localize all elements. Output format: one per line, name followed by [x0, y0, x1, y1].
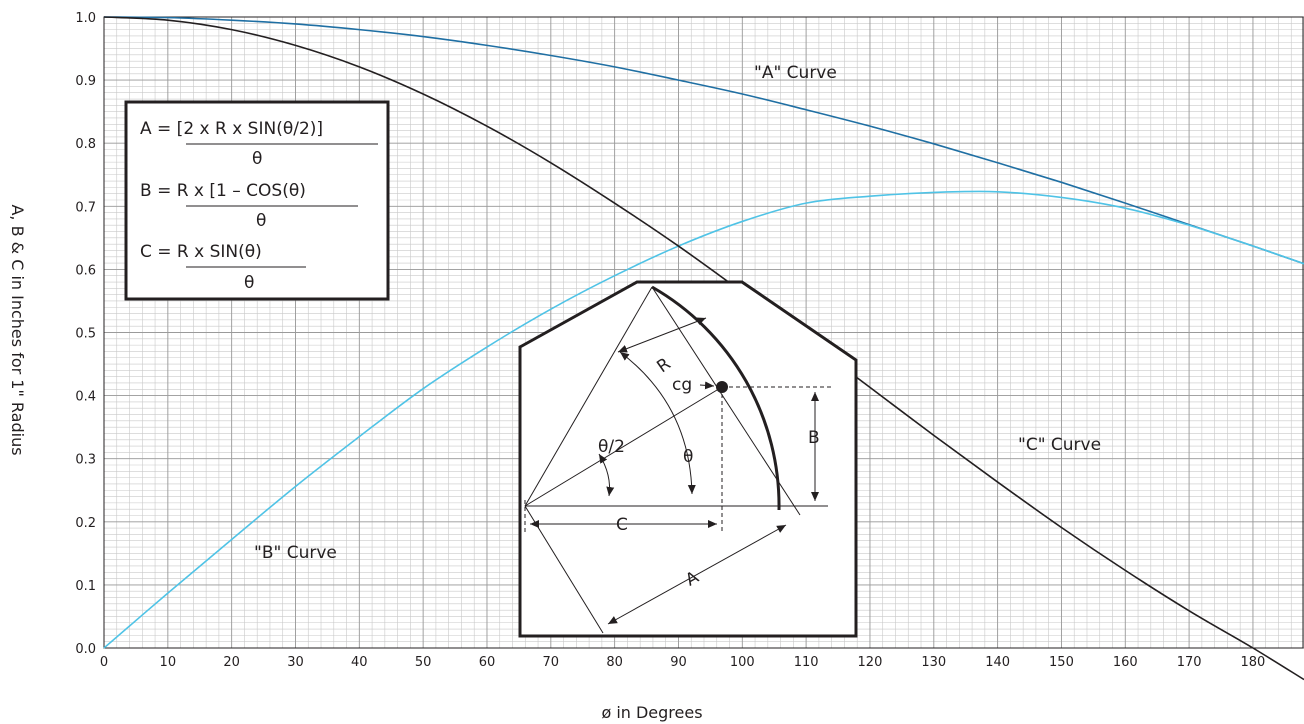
- plot-frame: [103, 16, 1304, 649]
- a-curve-label: "A" Curve: [754, 63, 837, 83]
- x-tick-label: 80: [606, 655, 623, 670]
- x-tick-label: 180: [1241, 655, 1266, 670]
- y-axis-label: A, B & C in Inches for 1" Radius: [8, 204, 27, 455]
- formula-b-numerator: B = R x [1 – COS(θ): [140, 181, 306, 201]
- y-tick-label: 0.8: [75, 137, 96, 152]
- y-tick-label: 0.5: [75, 327, 96, 342]
- y-tick-label: 0.4: [75, 390, 96, 405]
- diagram-label-b: B: [808, 428, 820, 448]
- y-tick-label: 0.3: [75, 453, 96, 468]
- x-tick-label: 20: [223, 655, 240, 670]
- x-tick-label: 50: [415, 655, 432, 670]
- diagram-label-cg: cg: [672, 375, 692, 395]
- x-axis-label: ø in Degrees: [601, 703, 702, 722]
- x-tick-label: 40: [351, 655, 368, 670]
- y-tick-label: 0.2: [75, 516, 96, 531]
- x-tick-label: 130: [921, 655, 946, 670]
- x-tick-label: 110: [794, 655, 819, 670]
- x-tick-label: 70: [543, 655, 560, 670]
- centroid-diagram: R cg θ θ/2 B C A: [518, 280, 858, 638]
- x-tick-label: 160: [1113, 655, 1138, 670]
- formula-box: A = [2 x R x SIN(θ/2)] θ B = R x [1 – CO…: [124, 100, 390, 301]
- x-tick-label: 60: [479, 655, 496, 670]
- y-tick-label: 0.7: [75, 200, 96, 215]
- y-tick-label: 0.6: [75, 263, 96, 278]
- x-tick-label: 150: [1049, 655, 1074, 670]
- formula-a-denominator: θ: [252, 149, 262, 169]
- x-axis-ticks: 0 10 20 30 40 50 60 70 80 90 100 110 120 130 140 150 160…: [100, 655, 1265, 670]
- y-tick-label: 0.0: [75, 642, 96, 657]
- series-line-ccurve: [103, 16, 1304, 681]
- diagram-label-half-theta: θ/2: [598, 437, 625, 457]
- x-tick-label: 100: [730, 655, 755, 670]
- cg-point: [716, 381, 728, 393]
- x-tick-label: 120: [858, 655, 883, 670]
- x-tick-label: 0: [100, 655, 108, 670]
- x-tick-label: 140: [985, 655, 1010, 670]
- diagram-label-theta: θ: [683, 447, 693, 467]
- formula-c-numerator: C = R x SIN(θ): [140, 242, 262, 262]
- x-tick-label: 10: [160, 655, 177, 670]
- series-line-acurve: [103, 16, 1304, 265]
- y-axis-ticks: 0.0 0.1 0.2 0.3 0.4 0.5 0.6 0.7 0.8 0.9 1.0: [75, 11, 96, 657]
- x-tick-label: 30: [287, 655, 304, 670]
- series-line-bcurve: [103, 190, 1304, 649]
- diagram-arc: [651, 285, 781, 511]
- y-tick-label: 0.9: [75, 74, 96, 89]
- x-tick-label: 90: [670, 655, 687, 670]
- formula-b-denominator: θ: [256, 211, 266, 231]
- y-tick-label: 1.0: [75, 11, 96, 26]
- x-tick-label: 170: [1177, 655, 1202, 670]
- b-curve-label: "B" Curve: [254, 543, 337, 563]
- formula-c-denominator: θ: [244, 273, 254, 293]
- c-curve-label: "C" Curve: [1018, 435, 1101, 455]
- curves: [103, 16, 1304, 681]
- diagram-label-c: C: [616, 515, 628, 535]
- formula-a-numerator: A = [2 x R x SIN(θ/2)]: [140, 119, 323, 139]
- y-tick-label: 0.1: [75, 579, 96, 594]
